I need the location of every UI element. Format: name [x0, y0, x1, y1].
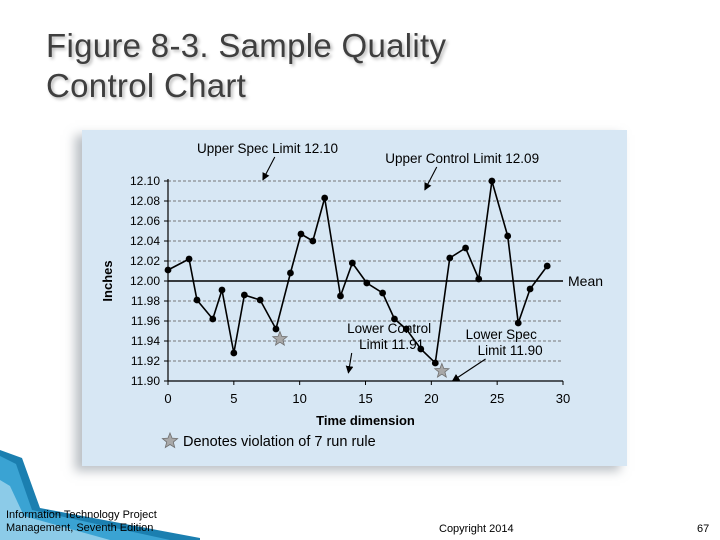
data-point — [543, 262, 551, 270]
y-tick-label: 11.92 — [131, 354, 160, 368]
data-point — [287, 269, 294, 277]
annotation-label-line-2: Limit 11.90 — [478, 343, 543, 358]
data-point — [185, 255, 193, 263]
y-axis-label: Inches — [100, 260, 115, 301]
y-tick-label: 11.96 — [131, 314, 160, 328]
data-point — [431, 359, 439, 367]
chart-canvas: 12.10 12.08 12.06 12.04 12.02 12.00 11.98 11.96… — [100, 141, 603, 450]
legend-text: Denotes violation of 7 run rule — [183, 434, 376, 450]
data-point — [337, 292, 344, 300]
data-point — [297, 230, 305, 238]
data-point — [272, 325, 280, 333]
data-point — [391, 315, 398, 323]
footer-copyright: Copyright 2014 — [439, 523, 514, 535]
legend-star-icon — [161, 431, 179, 449]
violation-star-marker — [271, 330, 289, 346]
slide-title-line-1: Figure 8-3. Sample Quality — [46, 27, 447, 64]
y-tick-label: 12.10 — [130, 174, 160, 188]
x-tick-label: 0 — [164, 391, 171, 406]
data-point — [230, 349, 238, 357]
annotation-label: Upper Control Limit 12.09 — [385, 151, 539, 166]
data-point — [475, 275, 483, 283]
annotation-arrow — [262, 156, 276, 181]
data-point — [462, 244, 469, 252]
x-tick-label: 5 — [230, 391, 237, 406]
y-tick-label: 12.06 — [130, 214, 160, 228]
y-tick-label: 12.08 — [130, 194, 160, 208]
data-point — [218, 286, 226, 294]
annotation-label: Lower Spec — [466, 327, 538, 342]
data-point — [321, 194, 329, 202]
annotation-arrow — [424, 166, 438, 191]
y-tick-label: 11.90 — [131, 374, 160, 388]
data-point — [402, 325, 410, 333]
quality-control-chart: 12.10 12.08 12.06 12.04 12.02 12.00 11.98 11.96… — [82, 130, 627, 466]
data-point — [363, 279, 371, 287]
slide-title-line-2: Control Chart — [46, 67, 247, 104]
data-point — [164, 266, 172, 274]
annotation-label: Upper Spec Limit 12.10 — [197, 141, 338, 156]
footer-source: Information Technology Project Managemen… — [6, 509, 157, 535]
data-point — [526, 285, 534, 293]
footer-source-line-2: Management, Seventh Edition — [6, 522, 154, 534]
annotation-arrow — [345, 352, 354, 374]
data-point — [446, 254, 454, 262]
violation-star-marker — [433, 362, 451, 378]
mean-line-label: Mean — [568, 273, 603, 289]
slide-title: Figure 8-3. Sample Quality Control Chart — [46, 26, 646, 106]
annotation-label: Lower Control — [347, 321, 431, 336]
data-point — [209, 315, 217, 323]
footer-page-number: 67 — [697, 523, 710, 535]
data-point — [348, 259, 356, 267]
x-tick-label: 10 — [292, 391, 306, 406]
data-point — [514, 319, 522, 327]
x-axis-label: Time dimension — [316, 413, 415, 428]
data-point — [240, 291, 248, 299]
data-point — [417, 345, 425, 353]
data-point — [193, 296, 201, 304]
y-tick-label: 11.98 — [131, 294, 160, 308]
data-point — [256, 296, 264, 304]
corner-decoration — [0, 450, 200, 540]
data-point — [488, 177, 496, 185]
y-tick-label: 12.04 — [130, 234, 160, 248]
footer-source-line-1: Information Technology Project — [6, 509, 157, 521]
data-point — [309, 237, 317, 245]
x-tick-label: 30 — [556, 391, 570, 406]
annotation-label-line-2: Limit 11.91 — [359, 337, 424, 352]
data-point — [379, 289, 387, 297]
y-tick-label: 11.94 — [131, 334, 160, 348]
x-tick-label: 15 — [358, 391, 372, 406]
data-point — [504, 232, 512, 240]
x-tick-label: 25 — [490, 391, 504, 406]
annotation-arrow — [451, 358, 486, 382]
x-tick-label: 20 — [424, 391, 438, 406]
y-tick-label: 12.00 — [130, 274, 160, 288]
y-tick-label: 12.02 — [130, 254, 160, 268]
